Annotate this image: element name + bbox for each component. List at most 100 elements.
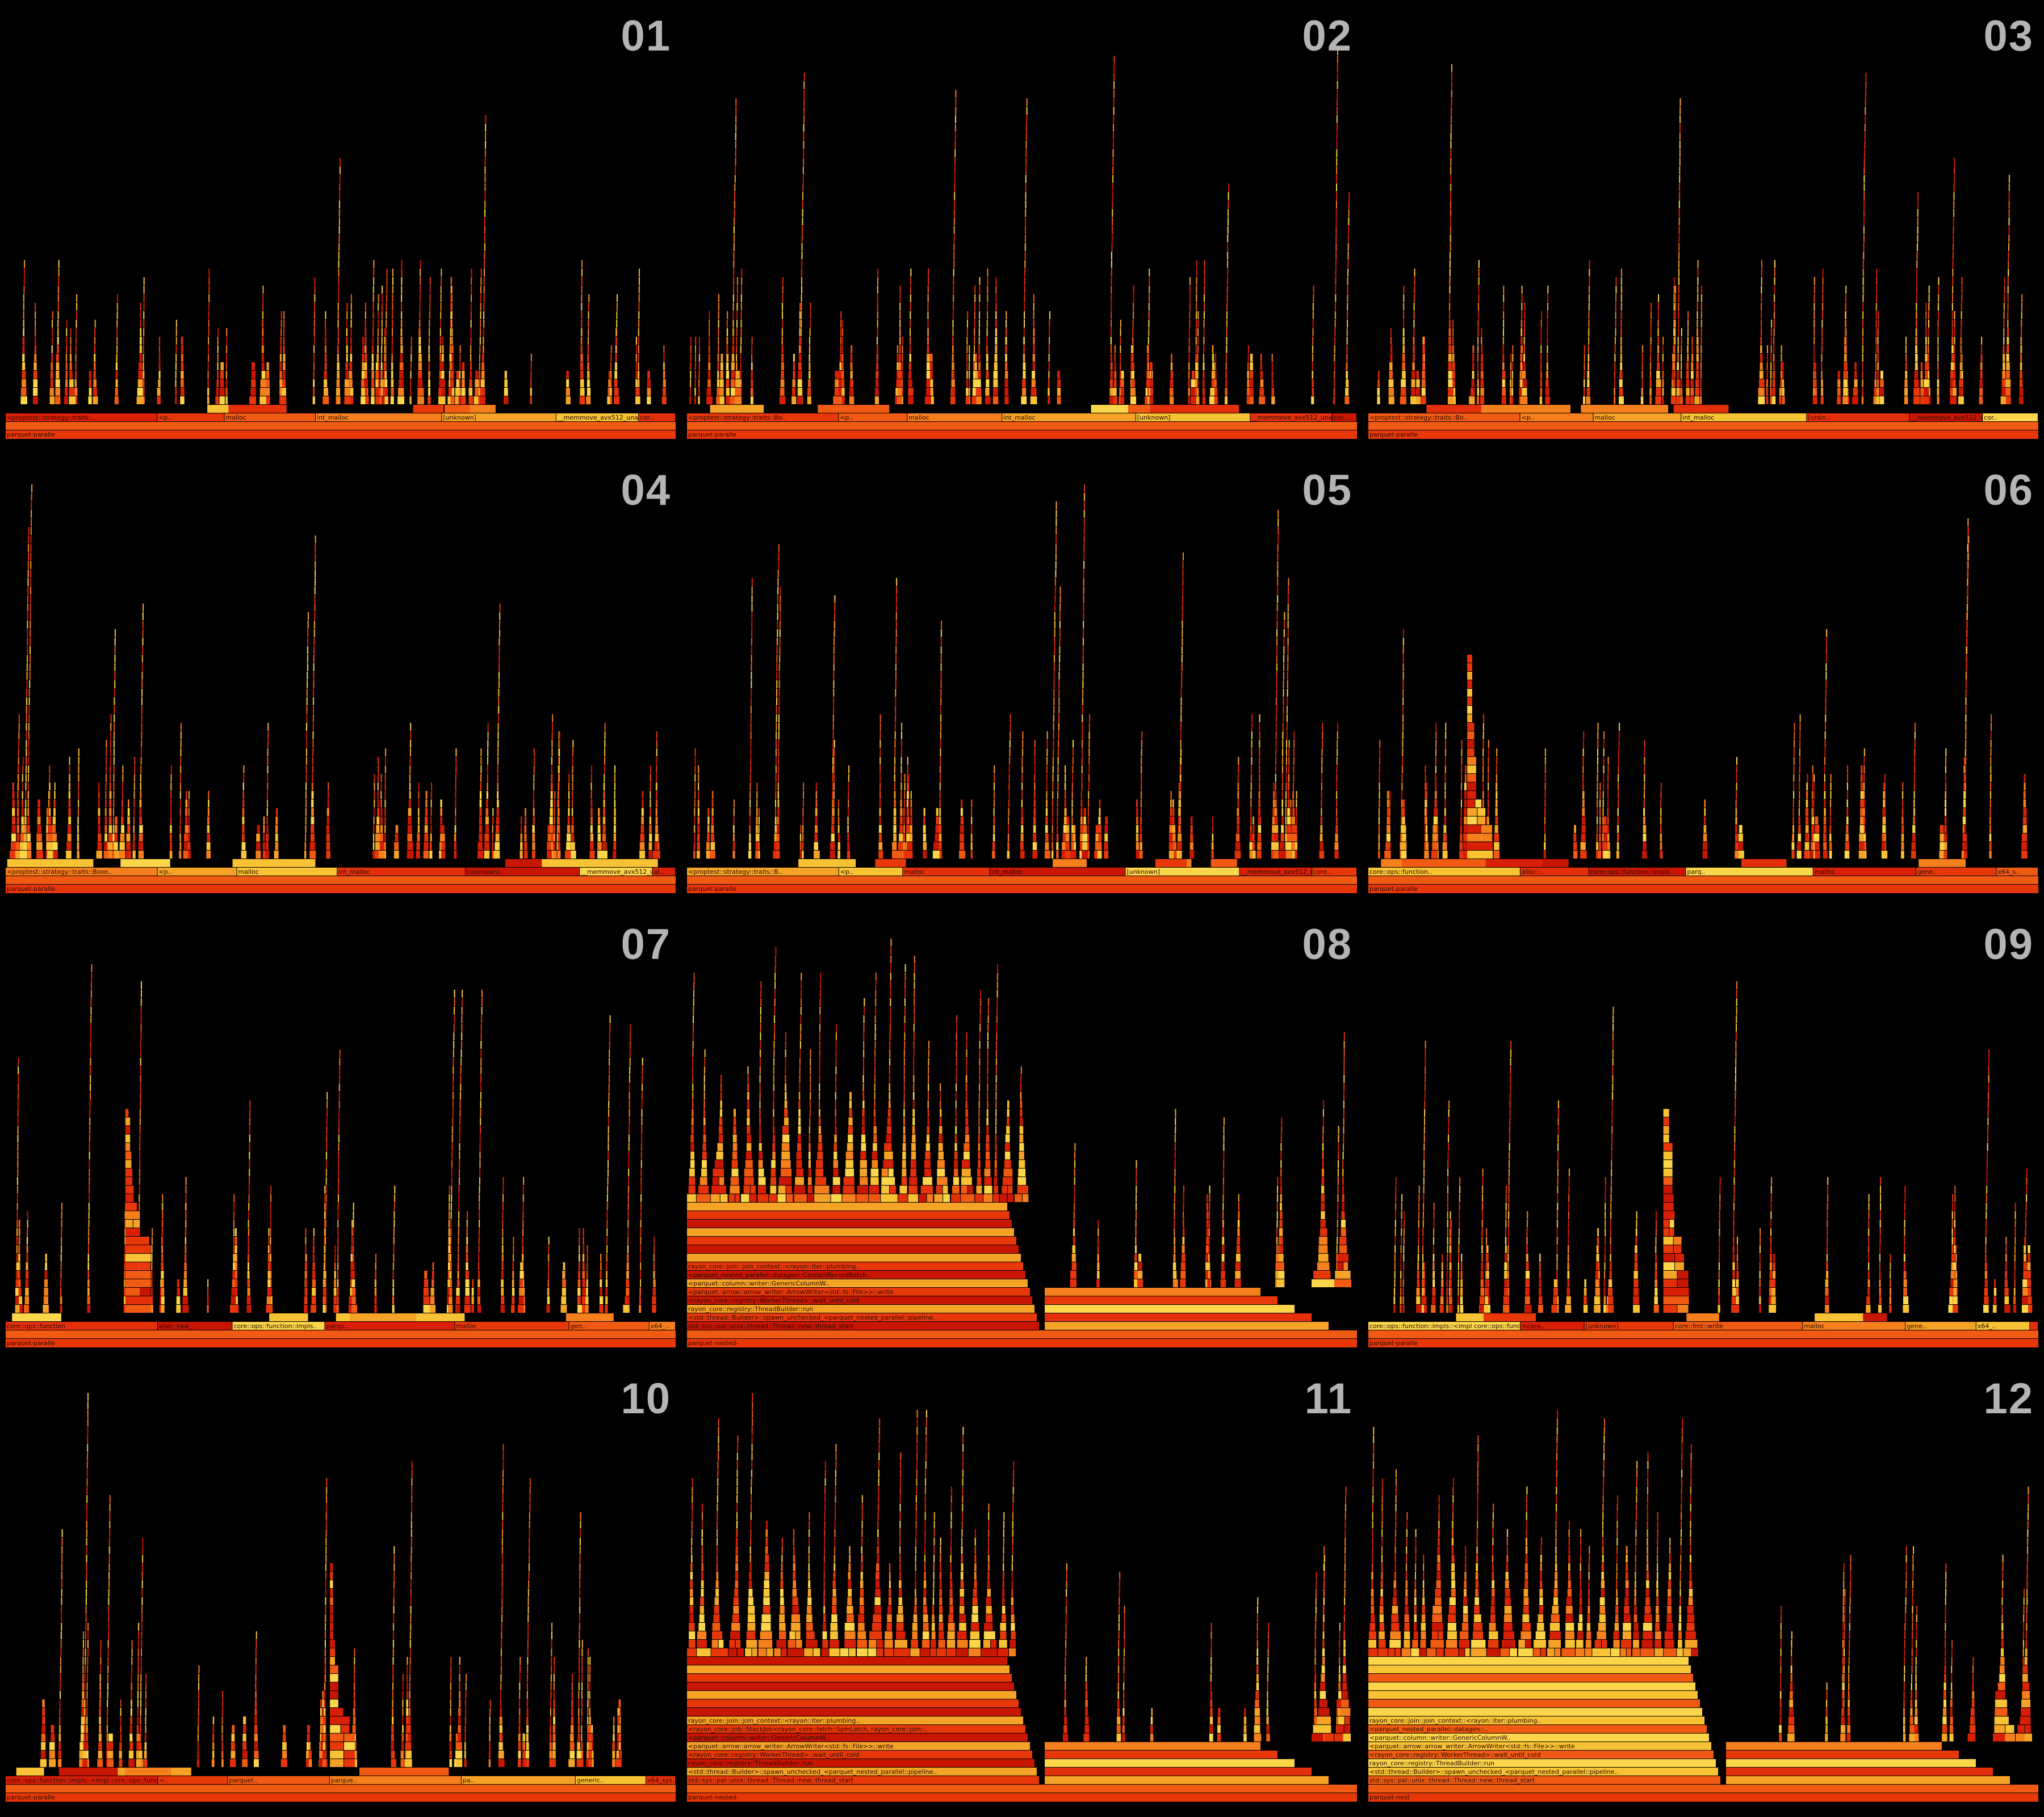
stack-frame[interactable] — [36, 842, 43, 850]
stack-frame[interactable] — [305, 757, 307, 765]
stack-frame[interactable] — [384, 782, 386, 790]
stack-frame[interactable] — [1774, 269, 1775, 277]
stack-frame[interactable] — [952, 345, 954, 353]
stack-frame[interactable] — [1521, 286, 1523, 294]
stack-frame[interactable] — [707, 825, 710, 833]
stack-frame[interactable] — [1271, 379, 1274, 387]
stack-frame[interactable] — [1258, 791, 1260, 799]
stack-frame[interactable] — [1111, 243, 1113, 251]
stack-frame[interactable] — [55, 388, 60, 396]
stack-frame[interactable] — [927, 328, 929, 336]
stack-frame[interactable] — [1087, 808, 1089, 816]
stack-frame[interactable] — [1049, 320, 1050, 328]
stack-frame[interactable] — [979, 303, 981, 311]
stack-frame[interactable] — [554, 791, 556, 799]
stack-frame[interactable] — [1337, 723, 1339, 731]
stack-frame[interactable] — [690, 371, 692, 379]
stack-frame[interactable] — [1597, 799, 1598, 807]
stack-frame[interactable] — [1180, 706, 1182, 714]
stack-frame[interactable] — [346, 328, 348, 336]
stack-frame[interactable] — [1312, 311, 1314, 319]
stack-frame[interactable] — [1965, 757, 1966, 765]
stack-frame[interactable] — [2008, 235, 2010, 242]
stack-frame[interactable] — [992, 834, 995, 841]
stack-frame[interactable] — [305, 799, 307, 807]
stack-frame[interactable] — [1672, 379, 1676, 387]
stack-frame[interactable] — [372, 311, 374, 319]
stack-frame[interactable] — [1282, 723, 1284, 731]
stack-frame[interactable] — [718, 345, 719, 353]
stack-frame[interactable] — [74, 396, 78, 404]
stack-frame[interactable] — [778, 672, 780, 680]
stack-frame[interactable] — [1416, 379, 1420, 387]
stack-frame[interactable] — [876, 379, 879, 387]
stack-frame[interactable] — [2008, 175, 2010, 183]
stack-frame[interactable] — [1410, 388, 1415, 396]
stack-frame[interactable] — [1621, 286, 1623, 294]
stack-frame[interactable] — [1876, 396, 1879, 404]
stack-frame[interactable] — [21, 825, 25, 833]
stack-frame[interactable] — [232, 859, 316, 867]
stack-frame[interactable] — [451, 345, 454, 353]
stack-frame[interactable] — [1140, 808, 1142, 816]
stack-frame[interactable] — [410, 379, 412, 387]
stack-frame[interactable] — [307, 663, 308, 671]
stack-frame[interactable] — [31, 518, 32, 526]
stack-frame[interactable] — [250, 388, 256, 396]
stack-frame[interactable] — [1502, 388, 1506, 396]
stack-frame[interactable] — [384, 834, 386, 841]
stack-frame[interactable] — [373, 825, 375, 833]
stack-frame[interactable] — [313, 345, 315, 353]
stack-frame[interactable] — [429, 311, 430, 319]
stack-frame[interactable] — [1863, 158, 1865, 166]
stack-frame[interactable] — [849, 388, 854, 396]
stack-frame[interactable] — [1824, 757, 1825, 765]
stack-frame[interactable] — [590, 799, 593, 807]
stack-frame[interactable] — [1249, 851, 1253, 859]
stack-frame[interactable] — [551, 774, 553, 782]
stack-frame[interactable] — [1599, 808, 1601, 816]
stack-frame[interactable] — [114, 706, 115, 714]
stack-frame[interactable] — [142, 621, 144, 629]
stack-frame[interactable] — [1673, 294, 1675, 302]
stack-frame[interactable] — [141, 697, 143, 705]
stack-frame[interactable] — [242, 799, 245, 807]
stack-frame[interactable] — [616, 320, 618, 328]
stack-frame[interactable] — [104, 834, 107, 841]
stack-frame[interactable] — [558, 791, 559, 799]
stack-frame[interactable] — [1178, 782, 1180, 790]
stack-frame[interactable] — [1967, 527, 1969, 535]
stack-frame[interactable] — [1584, 379, 1585, 387]
stack-frame[interactable] — [261, 337, 264, 345]
stack-frame[interactable] — [1401, 808, 1402, 816]
stack-frame[interactable] — [734, 200, 735, 208]
stack-frame[interactable] — [1227, 252, 1229, 259]
stack-frame[interactable] — [777, 621, 778, 629]
stack-frame[interactable] — [1032, 362, 1035, 370]
stack-frame[interactable] — [1676, 388, 1680, 396]
stack-frame[interactable] — [718, 337, 719, 345]
stack-frame[interactable] — [791, 396, 797, 404]
stack-frame[interactable] — [1272, 825, 1275, 833]
stack-frame[interactable] — [89, 371, 91, 379]
stack-frame[interactable] — [447, 396, 451, 404]
stack-frame[interactable] — [1966, 638, 1967, 646]
stack-frame[interactable] — [987, 294, 989, 302]
stack-frame[interactable] — [1150, 362, 1153, 370]
stack-frame[interactable] — [986, 371, 989, 379]
stack-frame[interactable] — [778, 723, 780, 731]
stack-frame[interactable] — [778, 561, 780, 569]
stack-frame[interactable] — [242, 825, 245, 833]
stack-frame[interactable] — [776, 731, 777, 739]
stack-frame[interactable] — [1981, 337, 1983, 345]
stack-frame[interactable] — [241, 842, 246, 850]
stack-frame[interactable] — [337, 868, 465, 876]
stack-frame[interactable] — [721, 354, 723, 362]
stack-frame[interactable] — [1615, 328, 1616, 336]
stack-frame[interactable] — [424, 834, 429, 841]
stack-frame[interactable] — [834, 595, 836, 603]
stack-frame[interactable] — [1284, 851, 1287, 859]
stack-frame[interactable] — [776, 689, 777, 697]
stack-frame[interactable] — [910, 834, 913, 841]
stack-frame[interactable] — [450, 328, 451, 336]
